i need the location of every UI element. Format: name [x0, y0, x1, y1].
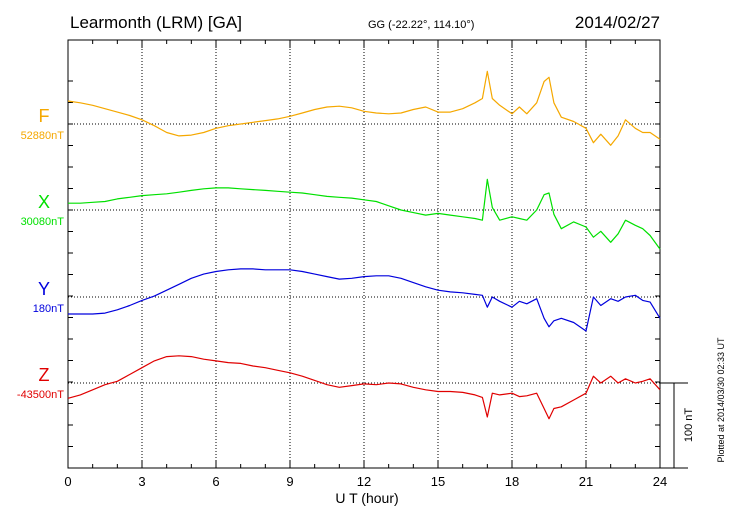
component-name-z: Z: [39, 365, 50, 385]
component-labels: F 52880nT X 30080nT Y 180nT Z -43500nT: [17, 106, 64, 401]
plotted-timestamp: Plotted at 2014/03/30 02:33 UT: [716, 337, 726, 463]
chart-date: 2014/02/27: [575, 13, 660, 32]
x-tick-label: 0: [64, 474, 71, 489]
baseline-value-z: -43500nT: [17, 389, 64, 401]
x-tick-label: 12: [357, 474, 371, 489]
series-line-x: [68, 178, 661, 250]
component-name-f: F: [39, 106, 50, 126]
x-tick-label: 6: [212, 474, 219, 489]
scale-bar-label: 100 nT: [683, 408, 695, 443]
series-lines: [67, 70, 661, 420]
series-line-y: [68, 268, 661, 332]
component-name-x: X: [38, 192, 50, 212]
scale-bar: 100 nT: [660, 382, 695, 469]
baseline-value-x: 30080nT: [21, 216, 65, 228]
grid-lines: [68, 40, 660, 468]
x-tick-label: 15: [431, 474, 445, 489]
x-tick-label: 21: [579, 474, 593, 489]
baseline-value-f: 52880nT: [21, 130, 65, 142]
x-tick-label: 18: [505, 474, 519, 489]
x-tick-label: 24: [653, 474, 667, 489]
x-tick-label: 9: [286, 474, 293, 489]
baseline-value-y: 180nT: [33, 303, 64, 315]
component-name-y: Y: [38, 279, 50, 299]
station-title: Learmonth (LRM) [GA]: [70, 13, 242, 32]
series-line-f: [67, 70, 661, 146]
station-coords: GG (-22.22°, 114.10°): [368, 19, 474, 31]
series-line-z: [67, 355, 661, 420]
x-axis-label: U T (hour): [335, 490, 398, 506]
axis-ticks: 0 3 6 9 12 15 18 21 24: [64, 40, 667, 489]
x-tick-label: 3: [138, 474, 145, 489]
